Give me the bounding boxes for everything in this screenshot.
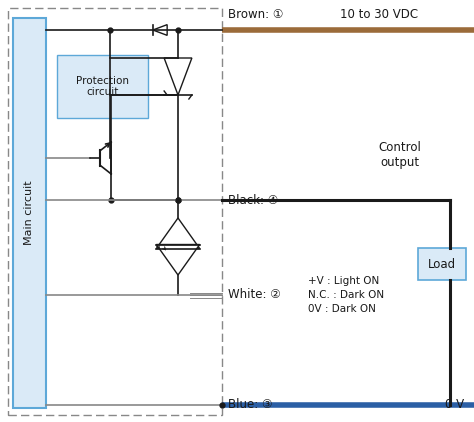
Text: Control
output: Control output bbox=[379, 141, 421, 169]
Bar bbox=[8, 8, 222, 415]
Polygon shape bbox=[164, 58, 192, 95]
Bar bbox=[418, 248, 466, 280]
Polygon shape bbox=[156, 244, 200, 275]
Text: Main circuit: Main circuit bbox=[25, 181, 35, 245]
Text: Protection
circuit: Protection circuit bbox=[76, 76, 129, 97]
Text: +V : Light ON
N.C. : Dark ON
0V : Dark ON: +V : Light ON N.C. : Dark ON 0V : Dark O… bbox=[308, 276, 384, 314]
Bar bbox=[13, 18, 46, 408]
Text: Load: Load bbox=[428, 257, 456, 271]
Text: 10 to 30 VDC: 10 to 30 VDC bbox=[340, 8, 418, 21]
Polygon shape bbox=[156, 218, 200, 249]
Text: White: ②: White: ② bbox=[228, 289, 281, 301]
Text: 0 V: 0 V bbox=[445, 398, 464, 411]
Text: Black: ④: Black: ④ bbox=[228, 194, 278, 206]
Polygon shape bbox=[153, 24, 167, 35]
Text: Blue: ③: Blue: ③ bbox=[228, 398, 273, 411]
FancyBboxPatch shape bbox=[57, 55, 148, 118]
Text: Brown: ①: Brown: ① bbox=[228, 8, 283, 21]
